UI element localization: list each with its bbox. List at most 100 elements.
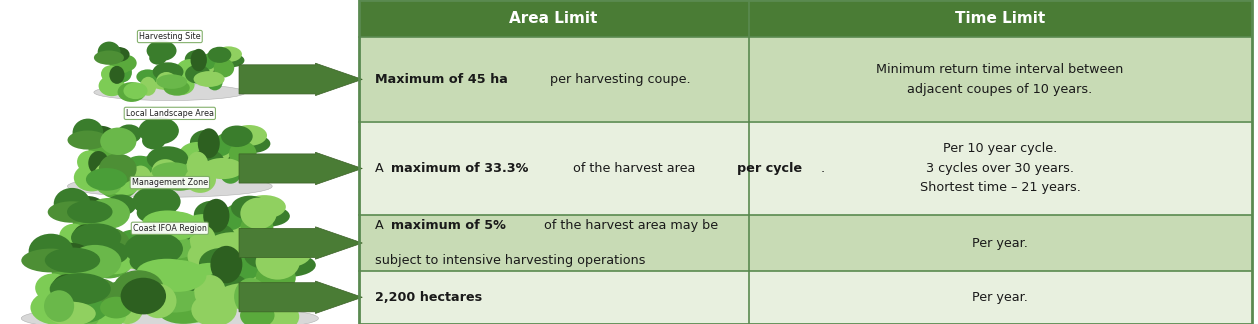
Ellipse shape — [132, 291, 180, 314]
Ellipse shape — [216, 53, 244, 67]
Ellipse shape — [48, 243, 91, 268]
Ellipse shape — [73, 208, 109, 236]
Ellipse shape — [21, 305, 318, 324]
Ellipse shape — [190, 130, 220, 155]
Ellipse shape — [216, 283, 277, 309]
Ellipse shape — [93, 162, 127, 191]
Ellipse shape — [190, 64, 206, 82]
Ellipse shape — [130, 166, 152, 191]
Ellipse shape — [135, 226, 184, 255]
Ellipse shape — [187, 241, 225, 272]
Ellipse shape — [48, 252, 292, 276]
Text: maximum of 33.3%: maximum of 33.3% — [391, 162, 528, 175]
Ellipse shape — [185, 65, 210, 84]
Ellipse shape — [211, 51, 229, 68]
Ellipse shape — [225, 131, 249, 155]
Ellipse shape — [113, 63, 132, 82]
Ellipse shape — [59, 287, 108, 324]
Ellipse shape — [209, 151, 235, 178]
Ellipse shape — [55, 239, 98, 270]
Ellipse shape — [209, 271, 242, 301]
Ellipse shape — [125, 232, 182, 266]
Ellipse shape — [116, 230, 152, 252]
Ellipse shape — [148, 237, 198, 259]
Ellipse shape — [142, 210, 192, 234]
Ellipse shape — [92, 241, 128, 264]
Ellipse shape — [148, 234, 181, 261]
Ellipse shape — [48, 295, 108, 324]
Ellipse shape — [62, 256, 104, 284]
Ellipse shape — [179, 70, 195, 84]
Text: Management Zone: Management Zone — [132, 178, 208, 187]
Ellipse shape — [99, 154, 137, 184]
Ellipse shape — [112, 292, 143, 324]
Ellipse shape — [109, 66, 125, 84]
Ellipse shape — [132, 186, 181, 217]
Ellipse shape — [117, 124, 142, 143]
Ellipse shape — [156, 74, 187, 89]
Ellipse shape — [122, 241, 148, 269]
Text: Area Limit: Area Limit — [509, 11, 598, 26]
Ellipse shape — [143, 165, 176, 183]
Ellipse shape — [244, 205, 289, 227]
Ellipse shape — [136, 69, 159, 84]
Text: Per 10 year cycle.
3 cycles over 30 years.
Shortest time – 21 years.: Per 10 year cycle. 3 cycles over 30 year… — [920, 143, 1081, 194]
Ellipse shape — [226, 274, 264, 308]
Text: per harvesting coupe.: per harvesting coupe. — [546, 73, 691, 86]
Ellipse shape — [88, 151, 108, 175]
Ellipse shape — [69, 244, 118, 269]
Ellipse shape — [127, 276, 187, 309]
Bar — [359, 0, 1252, 37]
Ellipse shape — [176, 59, 205, 79]
Ellipse shape — [48, 201, 96, 223]
Ellipse shape — [67, 277, 122, 316]
Ellipse shape — [125, 156, 155, 175]
Ellipse shape — [260, 253, 316, 277]
Ellipse shape — [63, 306, 99, 324]
Ellipse shape — [96, 249, 133, 274]
Ellipse shape — [180, 214, 225, 244]
Ellipse shape — [181, 157, 203, 175]
Ellipse shape — [101, 297, 132, 318]
Ellipse shape — [101, 65, 120, 83]
Ellipse shape — [54, 188, 91, 219]
Ellipse shape — [250, 249, 286, 279]
Bar — [359, 215, 1252, 271]
Ellipse shape — [240, 213, 273, 242]
Ellipse shape — [240, 303, 274, 324]
Ellipse shape — [185, 166, 216, 193]
Ellipse shape — [73, 224, 97, 251]
Ellipse shape — [143, 288, 204, 313]
Text: of the harvest area: of the harvest area — [569, 162, 699, 175]
Ellipse shape — [208, 232, 258, 256]
Ellipse shape — [184, 231, 209, 252]
Ellipse shape — [215, 212, 259, 237]
Ellipse shape — [137, 259, 198, 285]
Ellipse shape — [79, 236, 118, 269]
Text: .: . — [821, 162, 825, 175]
Ellipse shape — [101, 128, 136, 155]
Ellipse shape — [234, 278, 267, 315]
Text: A: A — [375, 219, 387, 232]
Ellipse shape — [210, 246, 243, 283]
Ellipse shape — [221, 125, 253, 147]
Ellipse shape — [195, 223, 235, 251]
Ellipse shape — [244, 242, 291, 269]
Ellipse shape — [185, 50, 208, 69]
Ellipse shape — [152, 162, 194, 182]
Ellipse shape — [199, 138, 231, 163]
Text: Maximum of 45 ha: Maximum of 45 ha — [375, 73, 508, 86]
Ellipse shape — [67, 200, 112, 223]
Ellipse shape — [240, 198, 277, 229]
Ellipse shape — [29, 234, 73, 269]
Text: Local Landscape Area: Local Landscape Area — [126, 109, 214, 118]
Bar — [359, 0, 1252, 324]
Ellipse shape — [44, 290, 74, 322]
Ellipse shape — [243, 195, 286, 219]
Ellipse shape — [152, 159, 179, 184]
Ellipse shape — [238, 248, 277, 277]
Ellipse shape — [106, 194, 136, 216]
Ellipse shape — [162, 237, 210, 269]
Ellipse shape — [160, 245, 203, 269]
Ellipse shape — [191, 56, 215, 75]
